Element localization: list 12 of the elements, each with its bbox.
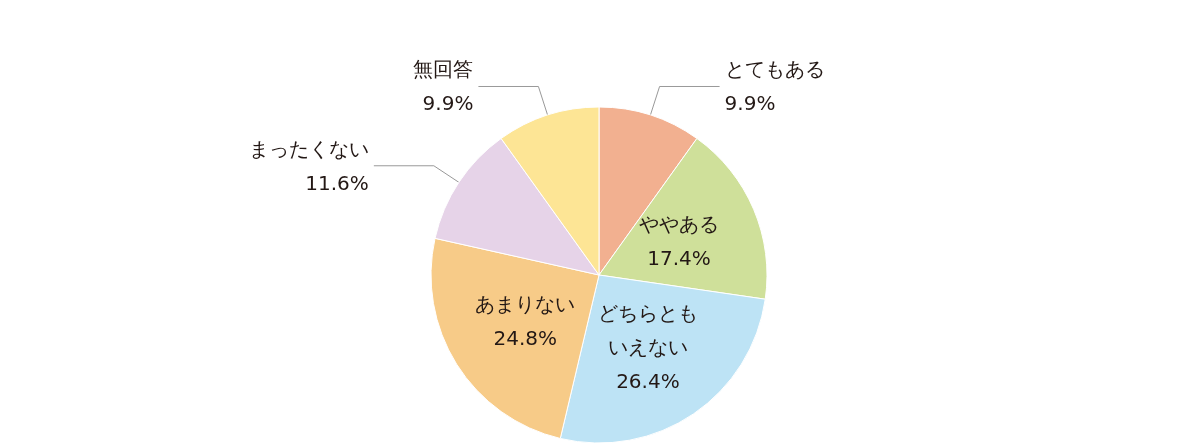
slice-label: どちらともいえない: [597, 300, 698, 359]
data-label: 9.9%: [724, 91, 776, 116]
slice-label: ややある: [639, 211, 720, 236]
data-label: 17.4%: [647, 245, 711, 270]
slice-label: とてもある: [724, 57, 825, 82]
data-label: 24.8%: [493, 326, 558, 351]
slice-label: あまりない: [475, 292, 576, 317]
data-label: 9.9%: [422, 91, 474, 116]
slice-label: まったくない: [248, 136, 369, 161]
data-label: 26.4%: [616, 368, 680, 393]
slice-label: 無回答: [413, 57, 474, 82]
data-label: 11.6%: [305, 170, 369, 195]
